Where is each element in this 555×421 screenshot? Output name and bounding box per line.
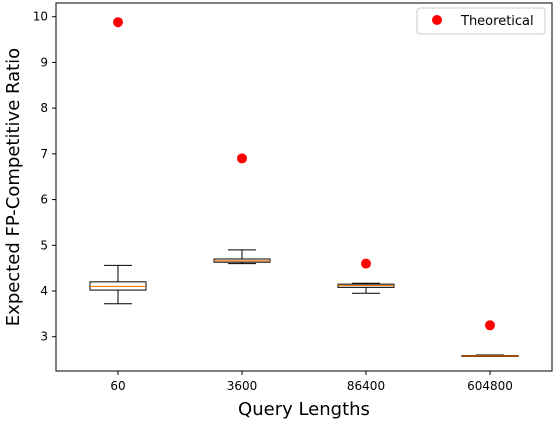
theoretical-point-60 (113, 17, 123, 28)
x-tick-label: 86400 (347, 379, 385, 393)
plot-area (55, 2, 553, 372)
box-60 (89, 264, 147, 305)
y-tick-label: 9 (40, 55, 48, 69)
x-tick-label: 60 (110, 379, 125, 393)
theoretical-point-604800 (485, 320, 495, 331)
y-tick-label: 5 (40, 238, 48, 252)
theoretical-point-3600 (237, 153, 247, 164)
y-axis-title: Expected FP-Competitive Ratio (3, 48, 24, 326)
y-tick-label: 3 (40, 330, 48, 344)
legend-box (416, 7, 546, 35)
y-tick-label: 8 (40, 101, 48, 115)
x-tick-label: 3600 (227, 379, 258, 393)
y-tick-label: 7 (40, 147, 48, 161)
y-axis-ticks: 3 4 5 6 7 8 9 10 (33, 10, 56, 344)
box-86400 (337, 282, 395, 294)
x-axis-title: Query Lengths (238, 399, 370, 420)
box-3600 (213, 249, 271, 265)
boxes-layer (89, 249, 519, 357)
y-tick-label: 4 (40, 284, 48, 298)
legend-label: Theoretical (460, 14, 534, 29)
theoretical-point-86400 (361, 258, 371, 269)
y-tick-label: 10 (33, 10, 48, 24)
legend-marker (432, 15, 442, 25)
points-layer (113, 17, 495, 331)
y-tick-label: 6 (40, 193, 48, 207)
x-tick-label: 604800 (467, 379, 513, 393)
legend: Theoretical (416, 7, 546, 35)
box-604800 (461, 354, 519, 357)
x-axis-ticks: 60 3600 86400 604800 (110, 371, 513, 393)
